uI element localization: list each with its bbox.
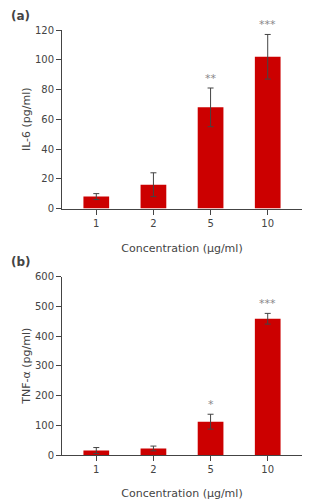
svg-text:100: 100 bbox=[35, 54, 54, 65]
svg-text:40: 40 bbox=[41, 144, 54, 155]
svg-text:10: 10 bbox=[261, 218, 274, 229]
svg-text:120: 120 bbox=[35, 25, 54, 36]
svg-text:(b): (b) bbox=[11, 255, 31, 269]
svg-text:*: * bbox=[208, 398, 214, 411]
svg-text:***: *** bbox=[259, 18, 276, 31]
svg-text:TNF-α (pg/ml): TNF-α (pg/ml) bbox=[20, 328, 33, 405]
svg-text:IL-6 (pg/ml): IL-6 (pg/ml) bbox=[20, 87, 33, 151]
svg-text:300: 300 bbox=[35, 360, 54, 371]
svg-text:500: 500 bbox=[35, 301, 54, 312]
svg-text:10: 10 bbox=[261, 464, 274, 475]
svg-text:Concentration (μg/ml): Concentration (μg/ml) bbox=[121, 242, 242, 255]
svg-text:80: 80 bbox=[41, 84, 54, 95]
svg-text:**: ** bbox=[205, 72, 217, 85]
svg-text:***: *** bbox=[259, 297, 276, 310]
svg-text:Concentration (μg/ml): Concentration (μg/ml) bbox=[121, 487, 242, 500]
svg-text:60: 60 bbox=[41, 114, 54, 125]
svg-text:1: 1 bbox=[93, 218, 99, 229]
svg-text:2: 2 bbox=[150, 464, 156, 475]
svg-text:(a): (a) bbox=[11, 9, 30, 23]
svg-text:20: 20 bbox=[41, 173, 54, 184]
svg-text:600: 600 bbox=[35, 271, 54, 282]
svg-text:5: 5 bbox=[207, 218, 213, 229]
svg-text:400: 400 bbox=[35, 331, 54, 342]
svg-text:0: 0 bbox=[48, 450, 54, 461]
svg-text:1: 1 bbox=[93, 464, 99, 475]
svg-text:2: 2 bbox=[150, 218, 156, 229]
svg-text:100: 100 bbox=[35, 420, 54, 431]
svg-text:5: 5 bbox=[207, 464, 213, 475]
svg-text:200: 200 bbox=[35, 390, 54, 401]
svg-text:0: 0 bbox=[48, 203, 54, 214]
